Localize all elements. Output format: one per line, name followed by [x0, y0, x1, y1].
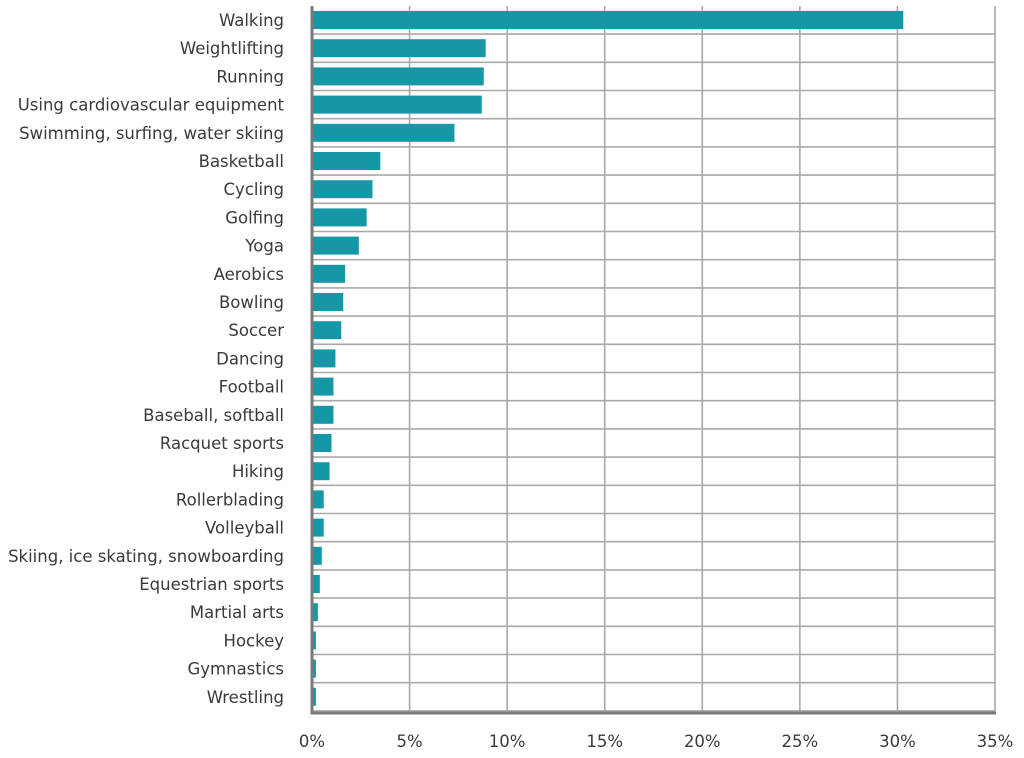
category-label: Hiking — [232, 462, 284, 481]
bar-soccer — [313, 321, 342, 340]
bar-layer — [313, 11, 904, 706]
category-label: Martial arts — [190, 603, 284, 622]
category-label: Football — [219, 378, 284, 397]
category-label: Volleyball — [205, 519, 284, 538]
category-label: Yoga — [244, 237, 284, 256]
axis-layer — [310, 6, 996, 715]
bar-using-cardiovascular-equipment — [313, 95, 482, 114]
x-tick-label: 30% — [879, 732, 916, 751]
category-label: Swimming, surfing, water skiing — [19, 124, 284, 143]
bar-hockey — [313, 631, 316, 650]
category-label: Skiing, ice skating, snowboarding — [8, 547, 284, 566]
bar-dancing — [313, 349, 336, 368]
category-label: Weightlifting — [180, 39, 284, 58]
category-label: Walking — [219, 11, 284, 30]
bar-equestrian-sports — [313, 575, 320, 593]
category-label: Baseball, softball — [143, 406, 284, 425]
category-label: Hockey — [224, 631, 285, 650]
category-label: Golfing — [225, 208, 284, 227]
category-label: Wrestling — [207, 688, 284, 707]
bar-football — [313, 377, 334, 396]
bar-walking — [313, 11, 904, 29]
bar-weightlifting — [313, 39, 486, 58]
bar-skiing-ice-skating-snowboarding — [313, 546, 322, 565]
x-tick-label: 25% — [782, 732, 819, 751]
category-label: Gymnastics — [187, 660, 284, 679]
bar-cycling — [313, 180, 373, 199]
grid-layer — [312, 6, 996, 713]
category-label-layer: Walking Weightlifting Running Using cardiov… — [8, 11, 284, 707]
x-tick-label: 35% — [977, 732, 1014, 751]
category-label: Aerobics — [214, 265, 284, 284]
category-label: Soccer — [228, 321, 284, 340]
bar-aerobics — [313, 264, 346, 283]
category-label: Running — [216, 67, 284, 86]
category-label: Rollerblading — [176, 490, 284, 509]
category-label: Cycling — [224, 180, 284, 199]
category-label: Bowling — [219, 293, 284, 312]
category-label: Dancing — [216, 349, 284, 368]
x-tick-label: 10% — [489, 732, 526, 751]
category-label: Racquet sports — [160, 434, 284, 453]
category-label: Basketball — [199, 152, 284, 171]
bar-golfing — [313, 208, 367, 227]
bar-hiking — [313, 462, 330, 481]
bar-bowling — [313, 293, 344, 311]
bar-wrestling — [313, 687, 316, 706]
bar-basketball — [313, 152, 381, 170]
bar-yoga — [313, 236, 359, 255]
bar-volleyball — [313, 518, 324, 537]
bar-martial-arts — [313, 603, 318, 622]
bar-racquet-sports — [313, 434, 332, 452]
bar-rollerblading — [313, 490, 324, 509]
tick-label-layer: 0% 5% 10% 15% 20% 25% 30% 35% — [299, 732, 1013, 751]
category-label: Equestrian sports — [139, 575, 284, 594]
category-label: Using cardiovascular equipment — [18, 96, 285, 115]
bar-baseball-softball — [313, 405, 334, 424]
bar-swimming-surfing-water-skiing — [313, 123, 455, 142]
x-tick-label: 0% — [299, 732, 325, 751]
x-tick-label: 15% — [586, 732, 623, 751]
bar-gymnastics — [313, 659, 316, 678]
x-tick-label: 5% — [396, 732, 422, 751]
x-tick-label: 20% — [684, 732, 721, 751]
bar-running — [313, 67, 484, 86]
